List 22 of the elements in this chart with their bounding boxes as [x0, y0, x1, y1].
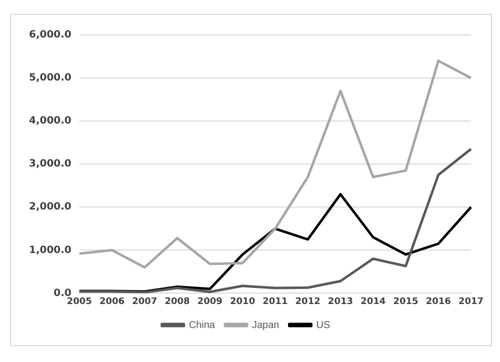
y-tick-label: 4,000.0: [28, 116, 72, 127]
x-tick-label: 2008: [164, 296, 190, 307]
y-tick-label: 6,000.0: [28, 30, 72, 41]
x-tick-label: 2015: [393, 296, 418, 307]
y-tick-label: 5,000.0: [28, 72, 72, 84]
x-tick-label: 2010: [230, 296, 256, 307]
x-tick-label: 2009: [197, 296, 222, 307]
x-tick-label: 2016: [426, 296, 451, 307]
y-tick-label: 2,000.0: [28, 202, 72, 213]
legend-label: Japan: [252, 320, 280, 331]
x-tick-label: 2014: [360, 296, 386, 307]
x-tick-label: 2005: [66, 296, 92, 307]
x-tick-label: 2007: [132, 296, 158, 307]
legend-label: US: [316, 320, 330, 331]
x-tick-label: 2006: [99, 296, 125, 307]
y-tick-label: 1,000.0: [28, 244, 72, 256]
y-tick-label: 3,000.0: [28, 158, 72, 170]
x-tick-label: 2013: [328, 296, 353, 307]
x-tick-label: 2012: [295, 296, 320, 307]
x-tick-label: 2011: [262, 296, 288, 307]
x-tick-label: 2017: [458, 296, 484, 307]
legend-label: China: [188, 320, 216, 331]
